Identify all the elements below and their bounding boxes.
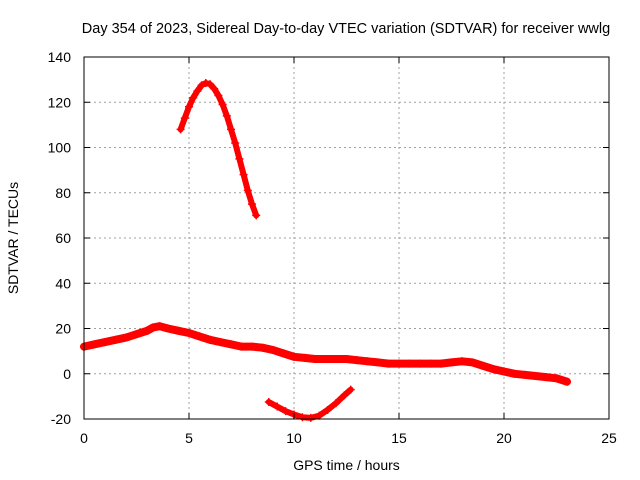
data-point bbox=[489, 365, 498, 374]
data-point bbox=[281, 407, 290, 416]
data-point bbox=[321, 355, 330, 364]
data-point bbox=[531, 372, 540, 381]
data-point bbox=[273, 402, 282, 411]
data-point bbox=[374, 358, 382, 367]
data-point bbox=[306, 413, 315, 422]
data-point bbox=[342, 355, 351, 364]
data-point bbox=[426, 359, 435, 368]
y-tick-label: 100 bbox=[48, 140, 72, 156]
data-point bbox=[180, 114, 189, 123]
data-point bbox=[269, 345, 277, 354]
data-point bbox=[231, 138, 240, 147]
data-point bbox=[252, 211, 261, 220]
data-point bbox=[552, 374, 561, 383]
data-point bbox=[416, 359, 424, 368]
data-point bbox=[248, 342, 256, 351]
data-point bbox=[176, 125, 185, 134]
data-point bbox=[243, 186, 252, 195]
y-tick-label: -20 bbox=[51, 411, 71, 427]
data-point bbox=[323, 405, 332, 414]
x-tick-label: 5 bbox=[185, 430, 193, 446]
grid-layer bbox=[84, 57, 609, 419]
data-point bbox=[395, 359, 403, 368]
x-tick-label: 25 bbox=[601, 430, 617, 446]
x-tick-label: 15 bbox=[391, 430, 407, 446]
data-point bbox=[384, 359, 393, 368]
data-point bbox=[479, 361, 487, 370]
data-point bbox=[521, 370, 529, 379]
data-point bbox=[214, 91, 223, 100]
data-point bbox=[193, 86, 202, 95]
data-point bbox=[264, 398, 273, 407]
data-point bbox=[210, 84, 219, 93]
x-tick-label: 0 bbox=[80, 430, 88, 446]
data-point bbox=[185, 102, 193, 111]
data-point bbox=[235, 154, 244, 163]
data-point bbox=[218, 100, 227, 109]
data-point bbox=[227, 125, 235, 134]
data-point bbox=[101, 338, 109, 347]
data-point bbox=[542, 373, 550, 382]
data-point bbox=[164, 324, 172, 333]
data-point bbox=[111, 335, 120, 344]
data-point bbox=[216, 338, 225, 347]
data-point bbox=[195, 332, 204, 341]
data-point bbox=[468, 358, 477, 367]
data-point bbox=[122, 333, 130, 342]
data-point bbox=[290, 352, 298, 361]
data-point bbox=[363, 357, 372, 366]
data-point bbox=[258, 343, 267, 352]
y-tick-label: 80 bbox=[55, 185, 71, 201]
x-tick-label: 20 bbox=[496, 430, 512, 446]
y-tick-label: 60 bbox=[55, 230, 71, 246]
data-point bbox=[237, 342, 246, 351]
data-point bbox=[174, 326, 183, 335]
data-point bbox=[437, 359, 445, 368]
data-point bbox=[132, 330, 141, 339]
data-point bbox=[332, 355, 340, 364]
data-point bbox=[563, 377, 571, 386]
data-point bbox=[340, 391, 349, 400]
series-layer bbox=[80, 79, 571, 422]
data-point bbox=[206, 335, 214, 344]
y-tick-label: 0 bbox=[63, 366, 71, 382]
data-point bbox=[143, 326, 151, 335]
data-point bbox=[206, 80, 214, 89]
data-point bbox=[458, 357, 466, 366]
data-point bbox=[90, 340, 99, 349]
data-point bbox=[197, 81, 206, 90]
tick-layer: 0 5 10 15 20 25 -20 0 20 40 60 80 100 120 140 bbox=[48, 49, 617, 446]
y-tick-label: 120 bbox=[48, 94, 72, 110]
y-axis-label: SDTVAR / TECUs bbox=[5, 182, 21, 294]
y-tick-label: 140 bbox=[48, 49, 72, 65]
data-point bbox=[500, 367, 508, 376]
y-tick-label: 20 bbox=[55, 321, 71, 337]
chart-title: Day 354 of 2023, Sidereal Day-to-day VTE… bbox=[82, 21, 610, 37]
data-point bbox=[298, 413, 307, 422]
data-point bbox=[510, 369, 519, 378]
data-point bbox=[201, 79, 210, 88]
series-line-arc-upper bbox=[177, 80, 260, 219]
data-point bbox=[332, 399, 340, 408]
data-point bbox=[248, 200, 256, 209]
x-tick-label: 10 bbox=[286, 430, 302, 446]
y-tick-label: 40 bbox=[55, 275, 71, 291]
data-point bbox=[222, 111, 231, 120]
data-point bbox=[346, 385, 355, 394]
data-point bbox=[279, 349, 288, 358]
data-point bbox=[185, 329, 193, 338]
x-axis-label: GPS time / hours bbox=[293, 457, 400, 473]
data-point bbox=[155, 322, 164, 331]
data-point bbox=[149, 323, 158, 332]
data-point bbox=[239, 170, 248, 179]
data-point bbox=[227, 340, 235, 349]
data-point bbox=[405, 359, 414, 368]
data-point bbox=[315, 411, 324, 420]
data-point bbox=[300, 353, 309, 362]
data-point bbox=[353, 356, 361, 365]
data-point bbox=[311, 355, 319, 364]
data-point bbox=[447, 358, 456, 367]
data-point bbox=[189, 93, 198, 102]
